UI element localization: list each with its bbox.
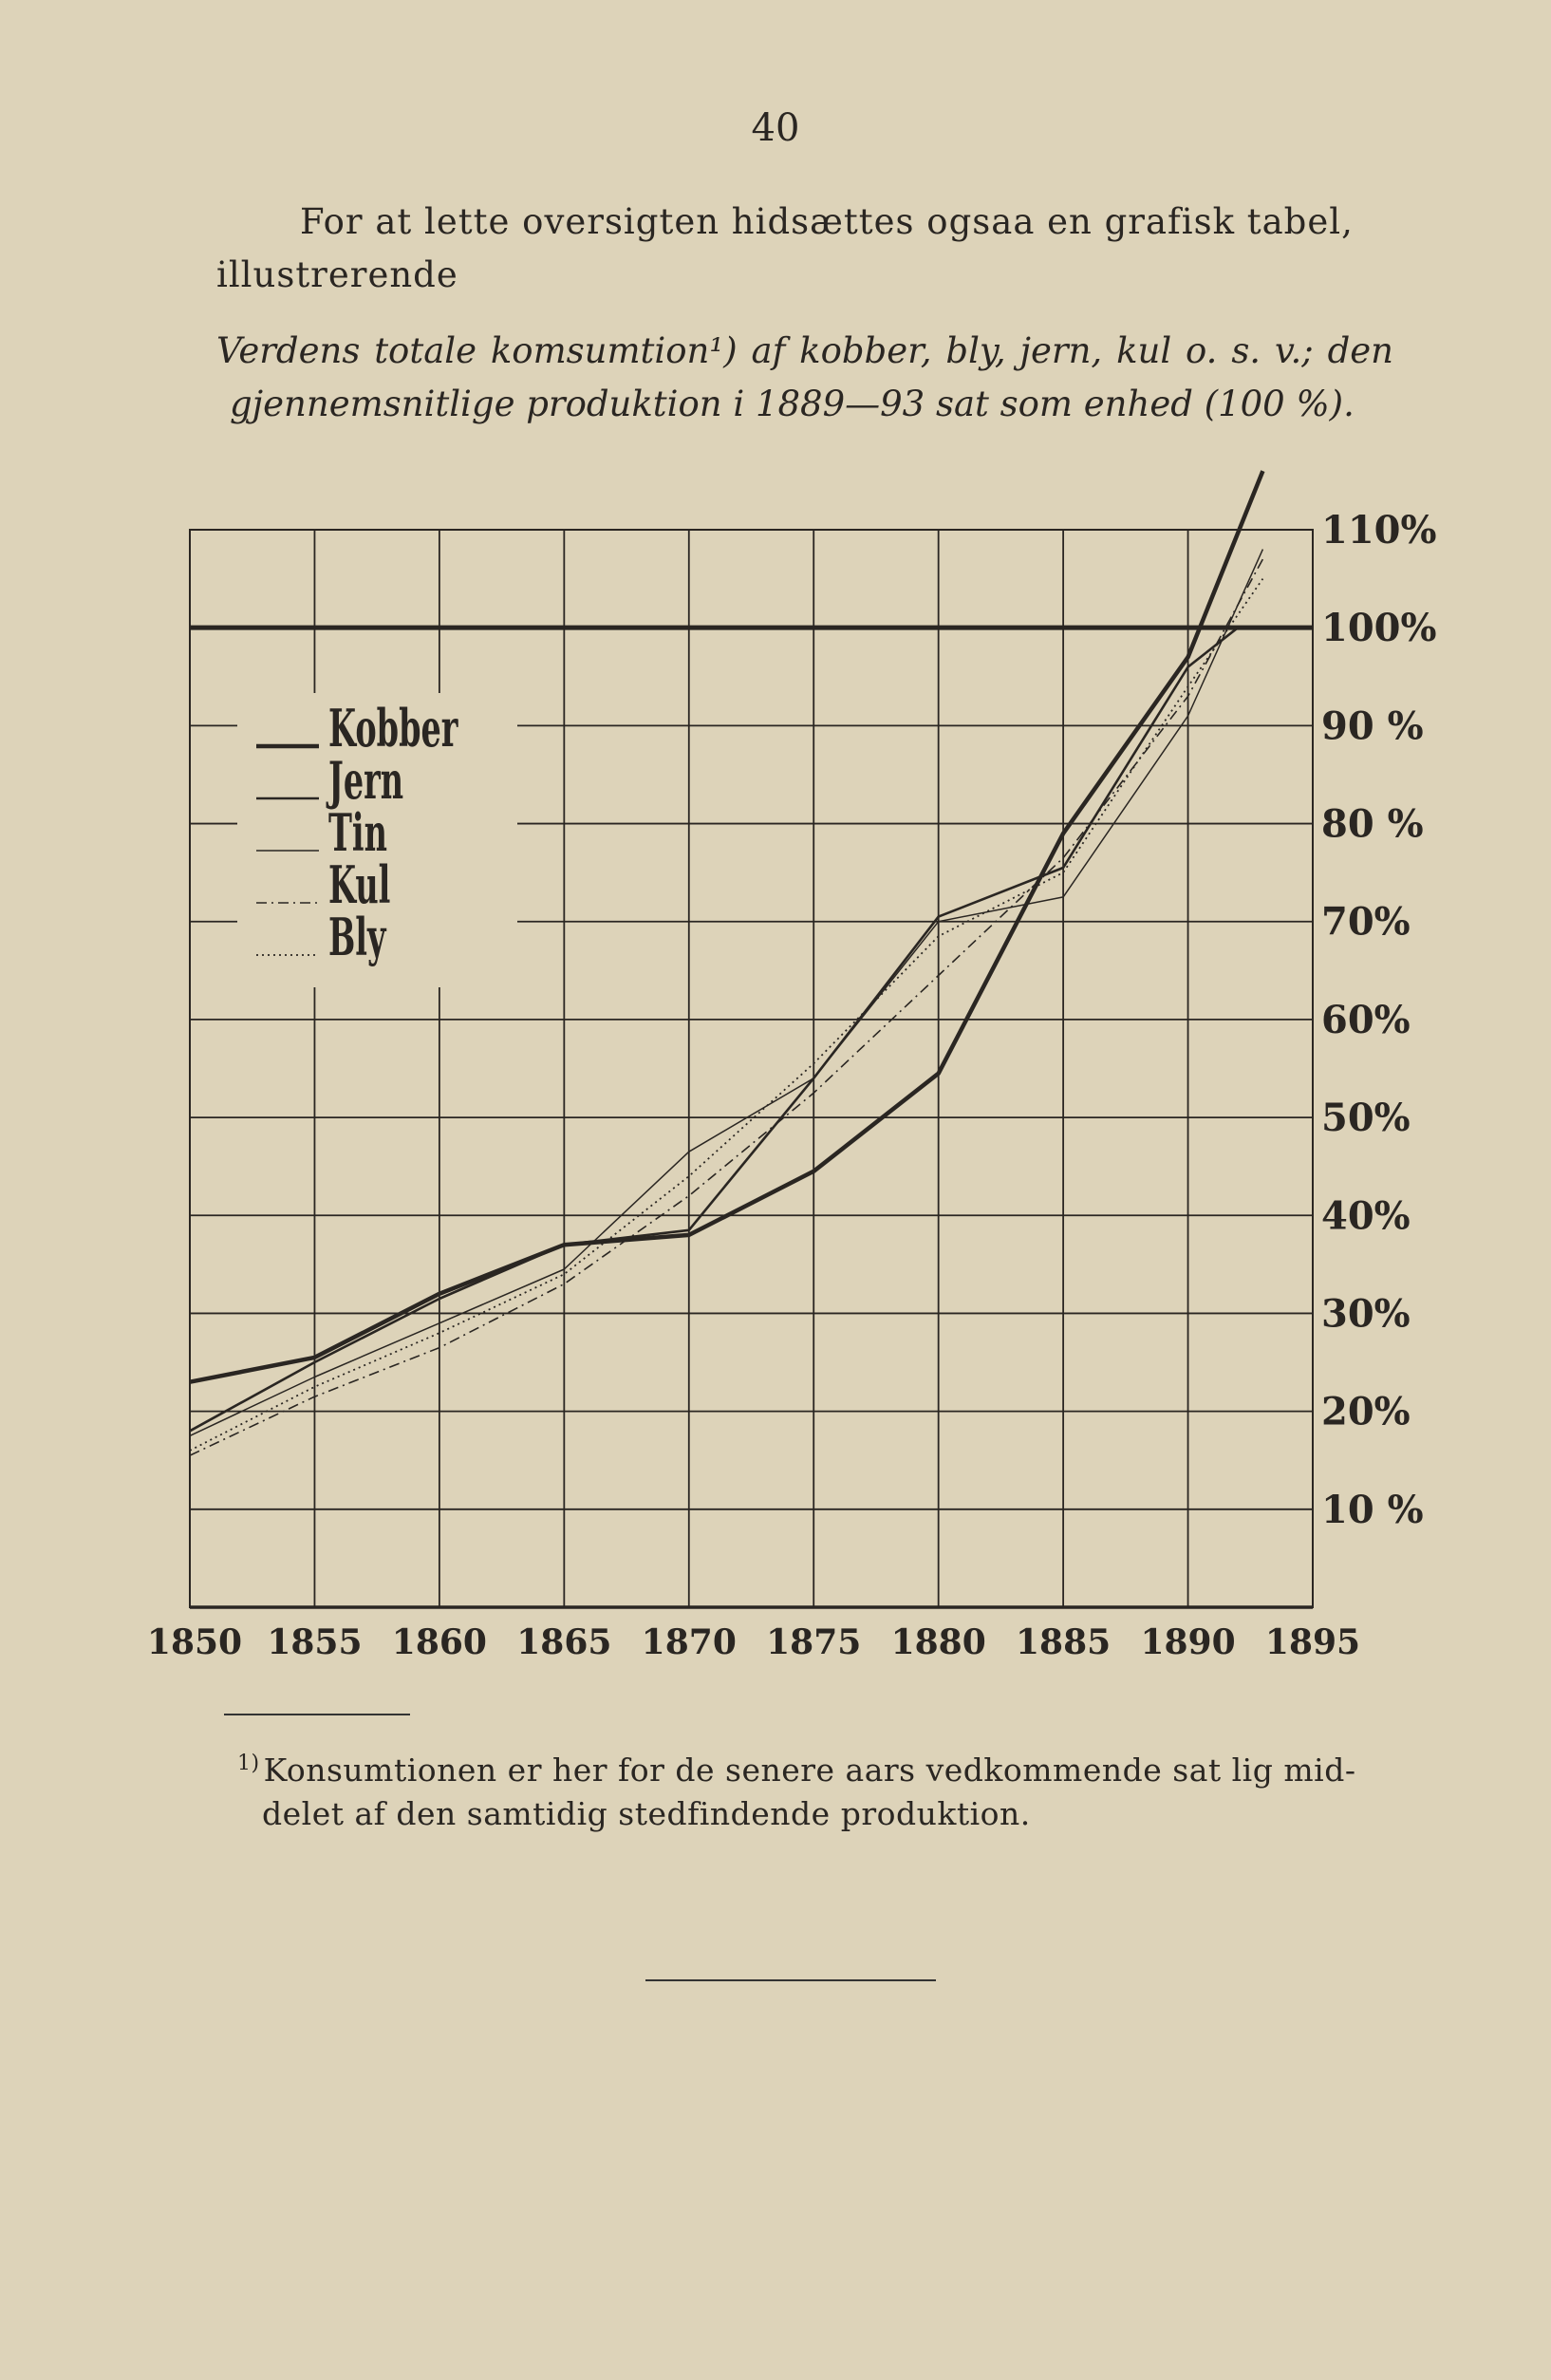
chart-grid — [189, 529, 1314, 1609]
x-tick-label-1895: 1895 — [1265, 1622, 1360, 1662]
x-tick-label-1890: 1890 — [1140, 1622, 1235, 1662]
plot-frame — [189, 529, 1314, 1608]
caption-line-1: Verdens totale komsumtion¹) af kobber, b… — [216, 330, 1393, 371]
legend-label-tin: Tin — [328, 803, 387, 864]
legend-label-bly: Bly — [328, 908, 387, 968]
footnote-line-1: Konsumtionen er her for de senere aars v… — [263, 1752, 1356, 1789]
x-tick-label-1870: 1870 — [642, 1622, 737, 1662]
y-tick-label-50: 50% — [1321, 1096, 1411, 1140]
y-tick-label-30: 30% — [1321, 1291, 1411, 1336]
x-tick-label-1880: 1880 — [891, 1622, 986, 1662]
y-tick-label-10: 10 % — [1321, 1488, 1424, 1532]
footnote: 1) Konsumtionen er her for de senere aars… — [237, 1742, 1395, 1836]
legend-label-kobber: Kobber — [328, 699, 458, 759]
series-line-tin — [189, 549, 1264, 1437]
page-number: 40 — [751, 106, 800, 150]
x-tick-label-1855: 1855 — [267, 1622, 362, 1662]
y-tick-label-90: 90 % — [1321, 703, 1424, 748]
y-tick-label-110: 110% — [1321, 508, 1437, 553]
series-line-kobber — [189, 470, 1265, 1384]
x-tick-label-1865: 1865 — [516, 1622, 611, 1662]
y-tick-label-40: 40% — [1321, 1193, 1411, 1238]
footnote-line-2: delet af den samtidig stedfindende produ… — [262, 1795, 1031, 1832]
intro-line-2: illustrerende — [216, 254, 458, 295]
x-tick-label-1885: 1885 — [1016, 1622, 1111, 1662]
x-tick-label-1875: 1875 — [766, 1622, 861, 1662]
legend-background — [237, 693, 517, 987]
y-tick-label-100: 100% — [1321, 606, 1437, 650]
y-tick-label-70: 70% — [1321, 900, 1411, 945]
caption-line-2: gjennemsnitlige produktion i 1889—93 sat… — [230, 384, 1355, 424]
footnote-rule — [224, 1714, 410, 1715]
intro-line-1: For at lette oversigten hidsættes ogsaa … — [300, 201, 1354, 242]
series-line-bly — [189, 578, 1264, 1452]
y-tick-label-80: 80 % — [1321, 802, 1424, 847]
x-tick-label-1860: 1860 — [392, 1622, 487, 1662]
intro-text: For at lette oversigten hidsættes ogsaa … — [216, 196, 1393, 302]
y-tick-label-60: 60% — [1321, 998, 1411, 1042]
x-axis-tick-labels: 1850 1855 1860 1865 1870 1875 1880 1885 1890 1895 — [147, 1622, 1360, 1662]
y-axis-tick-labels: 10 % 20% 30% 40% 50% 60% 70% 80 % 90 % 100% 110% — [1321, 508, 1437, 1532]
chart-series — [189, 470, 1265, 1456]
series-line-jern — [189, 627, 1239, 1433]
legend-label-kul: Kul — [328, 855, 390, 916]
y-tick-label-20: 20% — [1321, 1390, 1411, 1434]
end-rule — [645, 1979, 936, 1981]
chart-caption: Verdens totale komsumtion¹) af kobber, b… — [216, 325, 1393, 431]
footnote-mark: 1) — [237, 1752, 260, 1775]
legend-label-jern: Jern — [326, 751, 403, 812]
series-line-kul — [189, 558, 1264, 1456]
x-tick-label-1850: 1850 — [147, 1622, 242, 1662]
